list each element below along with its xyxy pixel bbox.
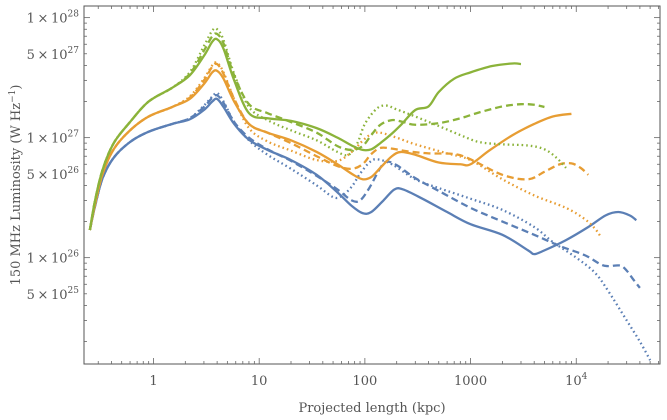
y-tick-label-exp: 27 bbox=[68, 46, 80, 56]
plot-frame bbox=[83, 5, 661, 365]
y-tick-label-exp: 27 bbox=[68, 130, 80, 140]
y-axis-title-exp: −1 bbox=[8, 90, 18, 103]
x-tick-label-exp: 4 bbox=[582, 372, 588, 382]
y-tick-label-exp: 28 bbox=[68, 10, 80, 20]
y-tick-label-mantissa: 5 × 10 bbox=[27, 288, 68, 303]
y-tick-label-exp: 26 bbox=[68, 166, 80, 176]
y-tick-label-mantissa: 1 × 10 bbox=[27, 12, 68, 27]
y-axis-title-main: 150 MHz Luminosity (W Hz bbox=[9, 103, 24, 286]
y-tick-label: 5 × 1026 bbox=[27, 166, 80, 183]
x-tick-label: 10 bbox=[251, 374, 268, 389]
series-line-blue-dashed bbox=[88, 93, 641, 289]
y-tick-label: 1 × 1027 bbox=[27, 130, 80, 147]
x-tick-label: 1 bbox=[149, 374, 157, 389]
x-axis-title: Projected length (kpc) bbox=[298, 401, 445, 416]
y-tick-label-exp: 26 bbox=[68, 250, 80, 260]
series-line-blue-dotted bbox=[88, 91, 652, 361]
series-line-orange-solid bbox=[88, 69, 572, 231]
y-tick-label-mantissa: 5 × 10 bbox=[27, 168, 68, 183]
x-tick-label: 1000 bbox=[454, 374, 487, 389]
y-axis-title-close: ) bbox=[9, 85, 24, 90]
y-axis-title: 150 MHz Luminosity (W Hz−1) bbox=[8, 85, 24, 286]
series-line-blue-solid bbox=[88, 97, 638, 256]
series-line-green-dotted bbox=[88, 27, 567, 231]
y-tick-label-exp: 25 bbox=[68, 286, 80, 296]
y-tick-label: 5 × 1027 bbox=[27, 46, 80, 63]
x-axis: 1 10 100 1000 104 bbox=[97, 6, 659, 389]
y-tick-label-mantissa: 5 × 10 bbox=[27, 48, 68, 63]
x-tick-label-base: 10 bbox=[565, 374, 582, 389]
y-tick-label-mantissa: 1 × 10 bbox=[27, 252, 68, 267]
y-tick-label: 5 × 1025 bbox=[27, 286, 80, 303]
y-tick-label-mantissa: 1 × 10 bbox=[27, 132, 68, 147]
y-tick-label: 1 × 1026 bbox=[27, 250, 80, 267]
x-tick-label: 104 bbox=[565, 372, 588, 389]
y-tick-label: 1 × 1028 bbox=[27, 10, 80, 27]
series-layer bbox=[88, 27, 652, 361]
x-tick-label: 100 bbox=[352, 374, 377, 389]
